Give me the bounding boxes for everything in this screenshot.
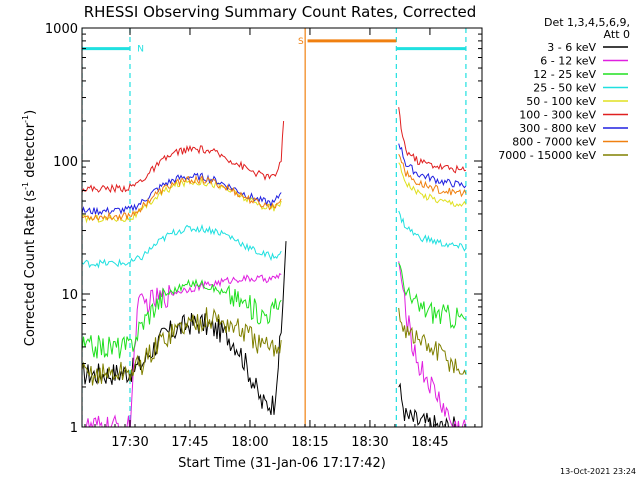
chart-title: RHESSI Observing Summary Count Rates, Co… <box>84 3 477 21</box>
series-line-4-1 <box>398 162 467 207</box>
series-line-7-0 <box>82 174 282 222</box>
x-tick-label-2: 18:00 <box>231 435 268 450</box>
vertical-markers <box>82 28 467 427</box>
legend-label-7: 800 - 7000 keV <box>512 136 596 149</box>
y-tick-label-0: 1 <box>70 421 78 436</box>
series-line-2-0 <box>82 278 282 359</box>
legend-label-4: 50 - 100 keV <box>526 95 596 108</box>
series-line-3-1 <box>398 210 467 252</box>
legend-header-2: Att 0 <box>604 28 630 41</box>
series-line-2-1 <box>398 262 466 330</box>
y-tick-label-3: 1000 <box>45 22 78 37</box>
legend-label-3: 25 - 50 keV <box>533 82 596 95</box>
x-tick-label-4: 18:30 <box>351 435 388 450</box>
x-tick-label-3: 18:15 <box>291 435 328 450</box>
x-tick-label-5: 18:45 <box>411 435 448 450</box>
flag-label-S: S <box>298 37 304 47</box>
series-line-0-0 <box>82 241 287 416</box>
series-line-5-0 <box>82 120 285 194</box>
legend-label-8: 7000 - 15000 keV <box>498 149 596 162</box>
series-line-1-0 <box>85 272 282 427</box>
flag-bars: NS <box>82 37 466 55</box>
x-tick-label-0: 17:30 <box>111 435 148 450</box>
series-line-5-1 <box>398 107 466 174</box>
y-axis: 1 10 100 1000 <box>45 22 482 436</box>
series-line-6-1 <box>398 143 467 189</box>
legend-label-6: 300 - 800 keV <box>519 122 596 135</box>
legend-header-1: Det 1,3,4,5,6,9, <box>544 16 630 29</box>
series-line-7-1 <box>398 153 467 198</box>
plot-frame <box>81 27 483 428</box>
y-tick-label-2: 100 <box>53 155 78 170</box>
series-line-8-0 <box>82 307 282 386</box>
y-axis-label: Corrected Count Rate (s-1 detector-1) <box>21 110 38 346</box>
legend-label-5: 100 - 300 keV <box>519 109 596 122</box>
legend-label-2: 12 - 25 keV <box>533 68 596 81</box>
series-line-8-1 <box>398 307 467 375</box>
flag-label-N: N <box>137 45 144 55</box>
series-group <box>82 107 467 427</box>
footer-date: 13-Oct-2021 23:24 <box>560 467 636 476</box>
x-axis-label: Start Time (31-Jan-06 17:17:42) <box>178 456 386 471</box>
series-line-6-0 <box>82 172 282 216</box>
series-line-3-0 <box>82 223 282 269</box>
y-tick-label-1: 10 <box>61 288 78 303</box>
x-tick-label-1: 17:45 <box>171 435 208 450</box>
x-axis: 17:30 17:45 18:00 18:15 18:30 18:45 <box>84 28 476 450</box>
legend-label-1: 6 - 12 keV <box>540 55 596 68</box>
legend-label-0: 3 - 6 keV <box>547 41 596 54</box>
series-line-1-1 <box>398 261 467 427</box>
series-line-0-1 <box>398 382 466 427</box>
